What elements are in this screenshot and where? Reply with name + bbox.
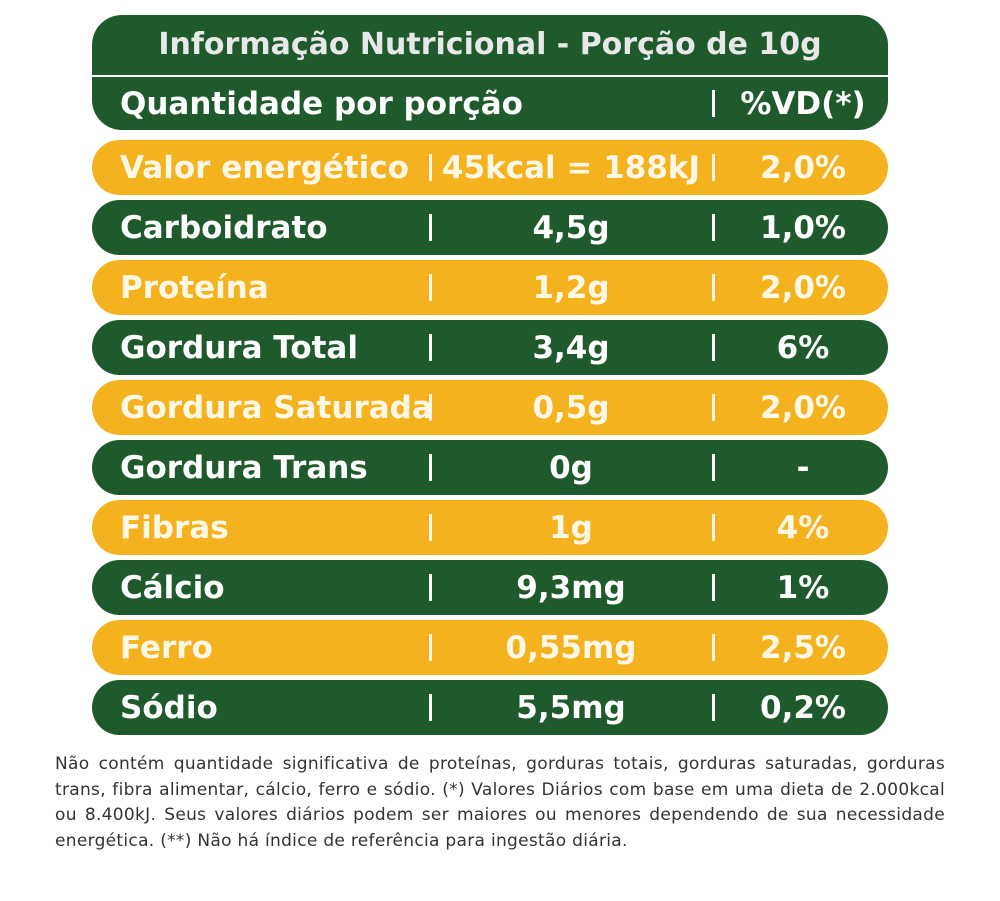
footnote: Não contém quantidade significativa de p… — [55, 754, 945, 851]
separator — [712, 214, 715, 241]
amount: 0g — [549, 449, 593, 486]
nutrient-name: Fibras — [120, 509, 229, 546]
daily-value: 4% — [776, 509, 830, 546]
header-vd: %VD(*) — [740, 85, 866, 122]
table-row: Fibras 1g 4% — [92, 500, 888, 555]
table-row: Cálcio 9,3mg 1% — [92, 560, 888, 615]
separator — [712, 394, 715, 421]
daily-value: 2,0% — [760, 149, 846, 186]
table-row: Gordura Total 3,4g 6% — [92, 320, 888, 375]
table-row: Carboidrato 4,5g 1,0% — [92, 200, 888, 255]
divider — [92, 75, 888, 77]
separator — [712, 154, 715, 181]
amount: 5,5mg — [516, 689, 626, 726]
title: Informação Nutricional - Porção de 10g — [158, 26, 822, 62]
daily-value: 1% — [776, 569, 830, 606]
nutrient-name: Carboidrato — [120, 209, 328, 246]
header-quantity: Quantidade por porção — [120, 85, 523, 122]
daily-value: 0,2% — [760, 689, 846, 726]
separator — [429, 274, 432, 301]
separator — [712, 274, 715, 301]
amount: 0,5g — [532, 389, 610, 426]
nutrient-name: Proteína — [120, 269, 269, 306]
daily-value: 2,5% — [760, 629, 846, 666]
daily-value: 6% — [776, 329, 830, 366]
table-row: Ferro 0,55mg 2,5% — [92, 620, 888, 675]
nutrient-name: Sódio — [120, 689, 218, 726]
separator — [712, 454, 715, 481]
table-row: Valor energético 45kcal = 188kJ 2,0% — [92, 140, 888, 195]
separator — [712, 514, 715, 541]
separator — [712, 334, 715, 361]
amount: 0,55mg — [505, 629, 637, 666]
amount: 45kcal = 188kJ — [441, 149, 701, 186]
separator — [712, 90, 715, 117]
amount: 4,5g — [532, 209, 610, 246]
separator — [429, 334, 432, 361]
daily-value: 1,0% — [760, 209, 846, 246]
nutrient-name: Ferro — [120, 629, 213, 666]
daily-value: 2,0% — [760, 389, 846, 426]
nutrient-name: Gordura Trans — [120, 449, 368, 486]
separator — [712, 694, 715, 721]
amount: 1,2g — [532, 269, 610, 306]
amount: 3,4g — [532, 329, 610, 366]
table-row: Gordura Saturada 0,5g 2,0% — [92, 380, 888, 435]
separator — [429, 394, 432, 421]
table-row: Gordura Trans 0g - — [92, 440, 888, 495]
separator — [429, 214, 432, 241]
nutrient-name: Gordura Total — [120, 329, 358, 366]
table-row: Sódio 5,5mg 0,2% — [92, 680, 888, 735]
daily-value: - — [796, 449, 810, 486]
nutrient-name: Valor energético — [120, 149, 409, 186]
nutrient-name: Cálcio — [120, 569, 225, 606]
separator — [429, 154, 432, 181]
table-row: Proteína 1,2g 2,0% — [92, 260, 888, 315]
separator — [429, 454, 432, 481]
separator — [712, 574, 715, 601]
separator — [712, 634, 715, 661]
separator — [429, 514, 432, 541]
separator — [429, 574, 432, 601]
amount: 1g — [549, 509, 593, 546]
nutrient-name: Gordura Saturada — [120, 389, 432, 426]
amount: 9,3mg — [516, 569, 626, 606]
title-block: Informação Nutricional - Porção de 10g Q… — [92, 15, 888, 130]
daily-value: 2,0% — [760, 269, 846, 306]
separator — [429, 634, 432, 661]
separator — [429, 694, 432, 721]
